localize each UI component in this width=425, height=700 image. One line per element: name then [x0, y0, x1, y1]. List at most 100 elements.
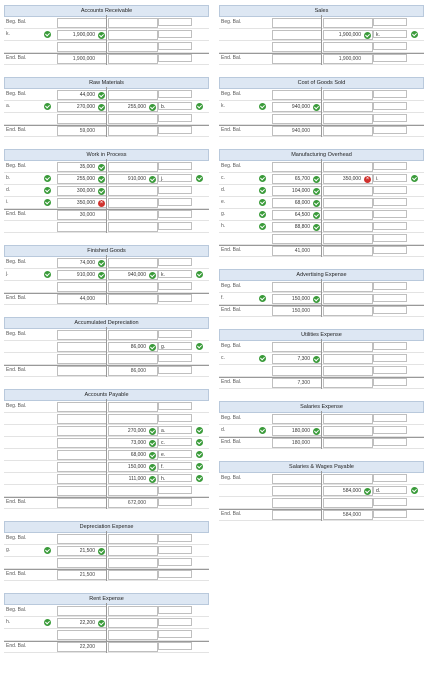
credit-amount-input[interactable] — [323, 426, 373, 436]
entry-label[interactable]: g. — [6, 547, 11, 553]
entry-label[interactable]: a. — [6, 103, 11, 109]
debit-amount-input[interactable]: 910,000 — [57, 270, 107, 280]
entry-label[interactable]: Beg. Bal. — [221, 343, 242, 349]
credit-amount-input[interactable] — [108, 30, 158, 40]
entry-label[interactable]: End. Bal. — [6, 211, 27, 217]
credit-amount-input[interactable] — [108, 294, 158, 304]
debit-amount-input[interactable] — [57, 402, 107, 412]
credit-label-select[interactable]: d. — [373, 486, 407, 494]
credit-amount-input[interactable] — [108, 354, 158, 364]
credit-amount-input[interactable] — [108, 402, 158, 412]
entry-label[interactable]: End. Bal. — [221, 247, 242, 253]
debit-amount-input[interactable] — [57, 414, 107, 424]
credit-amount-input[interactable] — [323, 90, 373, 100]
credit-label-select[interactable] — [158, 258, 192, 266]
debit-amount-input[interactable] — [57, 222, 107, 232]
entry-label[interactable]: h. — [6, 619, 11, 625]
credit-amount-input[interactable]: 86,000 — [108, 366, 158, 376]
credit-amount-input[interactable]: 672,000 — [108, 498, 158, 508]
debit-amount-input[interactable] — [57, 558, 107, 568]
credit-amount-input[interactable] — [108, 258, 158, 268]
entry-label[interactable]: b. — [6, 175, 11, 181]
debit-amount-input[interactable] — [57, 450, 107, 460]
credit-label-select[interactable]: h. — [158, 474, 192, 482]
credit-label-select[interactable] — [158, 642, 192, 650]
credit-amount-input[interactable]: 584,000 — [323, 486, 373, 496]
debit-amount-input[interactable]: 255,000 — [57, 174, 107, 184]
debit-amount-input[interactable] — [272, 474, 322, 484]
debit-amount-input[interactable] — [57, 18, 107, 28]
credit-amount-input[interactable]: 1,900,000 — [323, 30, 373, 40]
credit-amount-input[interactable] — [108, 54, 158, 64]
credit-amount-input[interactable] — [108, 606, 158, 616]
entry-label[interactable]: End. Bal. — [221, 55, 242, 61]
debit-amount-input[interactable] — [272, 114, 322, 124]
credit-label-select[interactable] — [158, 534, 192, 542]
credit-amount-input[interactable]: 910,000 — [108, 174, 158, 184]
debit-amount-input[interactable]: 68,000 — [272, 198, 322, 208]
entry-label[interactable]: d. — [221, 187, 226, 193]
credit-label-select[interactable] — [373, 282, 407, 290]
entry-label[interactable]: End. Bal. — [6, 127, 27, 133]
credit-label-select[interactable] — [373, 126, 407, 134]
debit-amount-input[interactable] — [57, 426, 107, 436]
credit-label-select[interactable] — [373, 54, 407, 62]
credit-amount-input[interactable]: 111,000 — [108, 474, 158, 484]
entry-label[interactable]: Beg. Bal. — [221, 475, 242, 481]
debit-amount-input[interactable]: 1,900,000 — [57, 54, 107, 64]
credit-label-select[interactable] — [158, 402, 192, 410]
entry-label[interactable]: Beg. Bal. — [6, 163, 27, 169]
debit-amount-input[interactable] — [57, 534, 107, 544]
credit-label-select[interactable]: k. — [158, 270, 192, 278]
credit-amount-input[interactable] — [108, 42, 158, 52]
debit-amount-input[interactable] — [57, 498, 107, 508]
entry-label[interactable]: d. — [6, 187, 11, 193]
credit-amount-input[interactable] — [323, 414, 373, 424]
debit-amount-input[interactable] — [57, 114, 107, 124]
entry-label[interactable]: j. — [6, 271, 9, 277]
credit-label-select[interactable] — [373, 378, 407, 386]
debit-amount-input[interactable]: 44,000 — [57, 90, 107, 100]
debit-amount-input[interactable]: 180,000 — [272, 438, 322, 448]
debit-amount-input[interactable]: 150,000 — [272, 294, 322, 304]
credit-amount-input[interactable] — [323, 438, 373, 448]
credit-label-select[interactable] — [158, 558, 192, 566]
credit-label-select[interactable] — [373, 510, 407, 518]
credit-label-select[interactable] — [373, 186, 407, 194]
entry-label[interactable]: Beg. Bal. — [6, 259, 27, 265]
credit-label-select[interactable] — [158, 162, 192, 170]
credit-amount-input[interactable] — [108, 90, 158, 100]
credit-label-select[interactable] — [158, 486, 192, 494]
entry-label[interactable]: Beg. Bal. — [221, 19, 242, 25]
debit-amount-input[interactable]: 22,200 — [57, 618, 107, 628]
credit-amount-input[interactable]: 73,000 — [108, 438, 158, 448]
credit-label-select[interactable] — [373, 90, 407, 98]
debit-amount-input[interactable]: 65,700 — [272, 174, 322, 184]
credit-label-select[interactable] — [158, 186, 192, 194]
credit-label-select[interactable]: e. — [158, 450, 192, 458]
entry-label[interactable]: g. — [221, 211, 226, 217]
credit-amount-input[interactable] — [323, 114, 373, 124]
credit-label-select[interactable] — [158, 54, 192, 62]
debit-amount-input[interactable]: 150,000 — [272, 306, 322, 316]
credit-amount-input[interactable]: 584,000 — [323, 510, 373, 520]
credit-label-select[interactable] — [373, 234, 407, 242]
credit-amount-input[interactable] — [108, 330, 158, 340]
credit-amount-input[interactable]: 86,000 — [108, 342, 158, 352]
debit-amount-input[interactable] — [272, 510, 322, 520]
credit-amount-input[interactable] — [108, 126, 158, 136]
debit-amount-input[interactable] — [57, 342, 107, 352]
credit-amount-input[interactable] — [323, 222, 373, 232]
debit-amount-input[interactable] — [57, 42, 107, 52]
debit-amount-input[interactable]: 88,800 — [272, 222, 322, 232]
entry-label[interactable]: End. Bal. — [6, 571, 27, 577]
credit-label-select[interactable] — [373, 498, 407, 506]
debit-amount-input[interactable]: 21,500 — [57, 546, 107, 556]
entry-label[interactable]: f. — [221, 295, 224, 301]
entry-label[interactable]: End. Bal. — [6, 295, 27, 301]
debit-amount-input[interactable]: 270,000 — [57, 102, 107, 112]
entry-label[interactable]: End. Bal. — [221, 511, 242, 517]
debit-amount-input[interactable] — [272, 342, 322, 352]
credit-amount-input[interactable] — [108, 642, 158, 652]
credit-label-select[interactable] — [373, 438, 407, 446]
